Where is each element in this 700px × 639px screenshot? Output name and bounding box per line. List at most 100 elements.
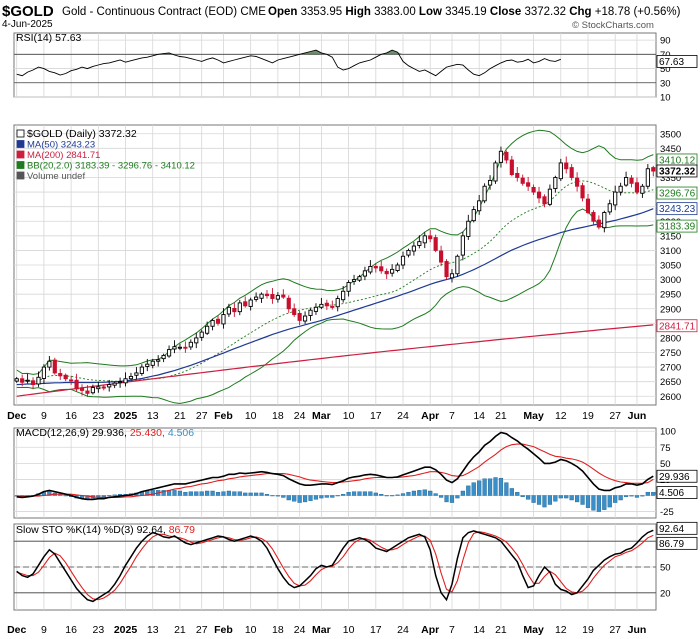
candle-body bbox=[629, 177, 634, 184]
instrument-name: Gold - Continuous Contract (EOD) CME bbox=[62, 6, 266, 18]
macd-histogram-bar bbox=[384, 495, 389, 497]
macd-histogram-bar bbox=[471, 482, 476, 496]
x-label: 19 bbox=[582, 410, 594, 422]
macd-histogram-bar bbox=[575, 495, 580, 503]
macd-histogram-bar bbox=[112, 494, 117, 496]
candle-body bbox=[351, 279, 357, 282]
macd-histogram-bar bbox=[585, 495, 591, 508]
x-label: 18 bbox=[272, 624, 284, 636]
macd-histogram-bar bbox=[205, 490, 210, 496]
macd-histogram-bar bbox=[558, 495, 563, 499]
legend-text-price: $GOLD (Daily) 3372.32 bbox=[27, 128, 137, 140]
candle-body bbox=[47, 360, 52, 368]
candle-body bbox=[161, 354, 166, 360]
legend-text-bb: BB(20,2.0) 3183.39 - 3296.76 - 3410.12 bbox=[27, 161, 195, 172]
candle-body bbox=[504, 151, 509, 161]
macd-histogram-bar bbox=[379, 494, 384, 496]
sto-tick-label: 20 bbox=[660, 588, 671, 599]
candle-body bbox=[286, 297, 291, 310]
macd-histogram-bar bbox=[520, 495, 525, 497]
candle-body bbox=[112, 382, 117, 386]
price-x-axis-labels: Dec 9 16 23 2025 13 21 27 Feb 10 18 24 Mar 10 17 24 Apr 7… bbox=[7, 410, 646, 422]
legend-swatch-price bbox=[16, 129, 25, 138]
price-last-label-3-box bbox=[656, 202, 698, 216]
price-tick-label: 2600 bbox=[660, 392, 681, 403]
x-label: Jun bbox=[628, 410, 647, 422]
x-label: Mar bbox=[312, 410, 331, 422]
macd-histogram-bar bbox=[433, 493, 438, 496]
candle-body bbox=[379, 266, 384, 272]
x-label: 14 bbox=[473, 624, 485, 636]
sto-legend: Slow STO %K(14) %D(3) 92.64, 86.79 bbox=[16, 524, 195, 536]
candle-body bbox=[357, 276, 362, 281]
x-label: 2025 bbox=[114, 410, 138, 422]
rsi-tick-label: 10 bbox=[660, 93, 671, 104]
candle-body bbox=[330, 305, 335, 308]
macd-histogram-bar bbox=[313, 495, 319, 500]
candle-body bbox=[156, 359, 161, 362]
candle-body bbox=[308, 309, 313, 316]
macd-histogram-bar bbox=[395, 494, 400, 496]
price-tick-label: 2650 bbox=[660, 377, 681, 388]
macd-histogram-bar bbox=[335, 495, 340, 497]
candle-body bbox=[444, 261, 449, 278]
macd-histogram-bar bbox=[542, 495, 547, 508]
candle-body bbox=[118, 381, 123, 384]
candle-body bbox=[14, 378, 19, 382]
macd-last-label-0: 29.936 bbox=[659, 472, 690, 483]
x-label: 19 bbox=[582, 624, 594, 636]
rsi-last-label-box bbox=[656, 55, 698, 68]
legend-swatch-vol bbox=[16, 171, 25, 180]
candle-body bbox=[221, 314, 226, 325]
sto-x-axis-labels: Dec 9 16 23 2025 13 21 27 Feb 10 18 24 Mar 10 17 24 Apr 7… bbox=[7, 624, 646, 636]
macd-histogram-bar bbox=[509, 488, 514, 496]
x-label: Feb bbox=[214, 624, 233, 636]
candle-body bbox=[558, 162, 563, 180]
x-label: Apr bbox=[421, 410, 439, 422]
candle-body bbox=[384, 270, 389, 275]
candle-body bbox=[107, 384, 112, 388]
candle-body bbox=[531, 186, 536, 193]
macd-histogram-bar bbox=[596, 495, 601, 512]
macd-histogram-bar bbox=[281, 495, 286, 498]
candle-body bbox=[30, 380, 36, 386]
price-last-label-4: 3183.39 bbox=[659, 222, 696, 233]
x-label: 13 bbox=[147, 410, 159, 422]
candle-body bbox=[428, 235, 433, 240]
macd-histogram-bar bbox=[602, 495, 607, 510]
candle-body bbox=[607, 203, 612, 213]
x-label: 24 bbox=[294, 410, 306, 422]
macd-histogram-bar bbox=[308, 495, 313, 501]
macd-histogram-bar bbox=[150, 490, 155, 496]
price-tick-label: 3150 bbox=[660, 231, 681, 242]
candle-body bbox=[324, 302, 329, 307]
x-label: 13 bbox=[147, 624, 159, 636]
candle-body bbox=[520, 177, 525, 184]
macd-histogram-bar bbox=[466, 485, 471, 496]
candle-body bbox=[259, 293, 264, 299]
macd-histogram-bar bbox=[645, 492, 650, 496]
candle-body bbox=[226, 306, 231, 315]
candle-body bbox=[63, 374, 68, 380]
candle-body bbox=[302, 315, 308, 322]
candle-body bbox=[602, 212, 607, 229]
macd-histogram-bar bbox=[591, 495, 596, 511]
candle-body bbox=[623, 177, 629, 186]
macd-histogram-bar bbox=[438, 495, 444, 498]
candle-body bbox=[139, 366, 144, 374]
candle-body bbox=[422, 235, 427, 244]
candle-body bbox=[79, 387, 85, 391]
macd-histogram-bar bbox=[96, 495, 101, 497]
price-tick-label: 3000 bbox=[660, 275, 681, 286]
price-last-label-2: 3296.76 bbox=[659, 189, 696, 200]
macd-histogram-bar bbox=[417, 490, 422, 496]
macd-histogram-bar bbox=[292, 495, 297, 502]
candle-body bbox=[74, 379, 79, 390]
macd-tick-label: 50 bbox=[660, 459, 671, 470]
candle-body bbox=[275, 295, 280, 300]
candle-body bbox=[254, 296, 259, 300]
sto-last-label-0: 92.64 bbox=[659, 524, 684, 535]
candle-body bbox=[128, 375, 134, 380]
